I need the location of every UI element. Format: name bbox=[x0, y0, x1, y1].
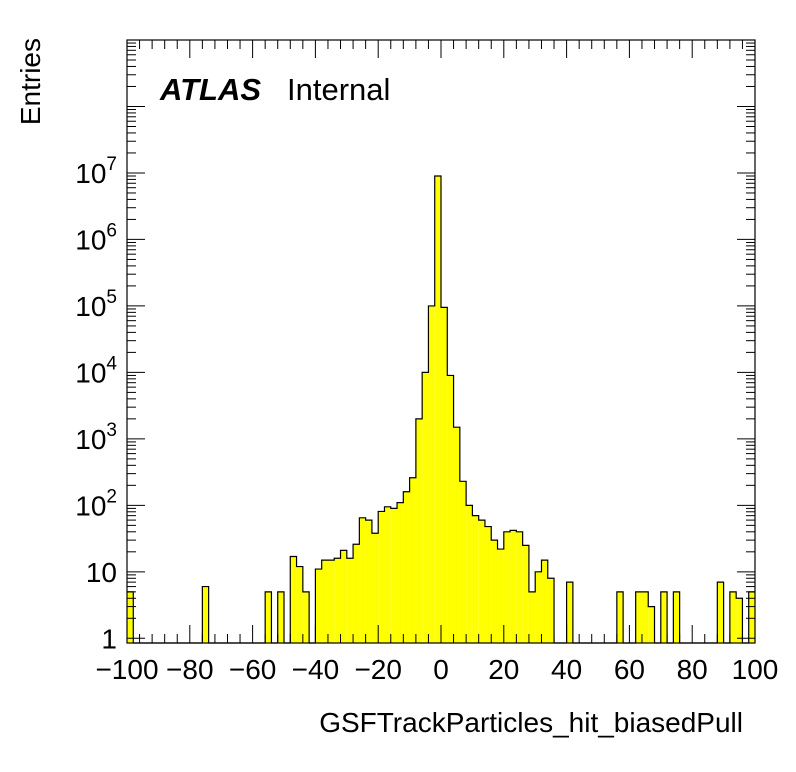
histogram-bar bbox=[384, 506, 391, 643]
histogram-bar bbox=[422, 372, 429, 643]
histogram-bar bbox=[127, 591, 134, 643]
histogram-bar bbox=[491, 540, 498, 643]
histogram-bar bbox=[522, 545, 529, 643]
histogram-bar bbox=[265, 591, 272, 643]
histogram-bar bbox=[428, 305, 435, 643]
histogram-bar bbox=[315, 569, 322, 643]
x-tick-label: 0 bbox=[433, 654, 449, 685]
y-tick-label: 107 bbox=[75, 154, 117, 189]
histogram-bar bbox=[616, 591, 624, 643]
histogram-bar bbox=[346, 558, 354, 643]
histogram-bar bbox=[673, 591, 680, 643]
histogram-outline bbox=[127, 175, 755, 644]
histogram-bar bbox=[736, 598, 743, 643]
histogram-bar bbox=[371, 533, 379, 643]
x-tick-label: 80 bbox=[677, 654, 708, 685]
histogram-bar bbox=[472, 515, 479, 643]
histogram-bar bbox=[340, 550, 347, 643]
histogram-bar bbox=[717, 582, 724, 643]
x-tick-label: −80 bbox=[166, 654, 214, 685]
histogram-bar bbox=[447, 375, 454, 643]
y-tick-label: 104 bbox=[75, 353, 117, 388]
x-tick-label: −40 bbox=[292, 654, 340, 685]
histogram-bar bbox=[296, 566, 303, 643]
histogram-bar bbox=[566, 582, 573, 643]
histogram-bar bbox=[378, 511, 385, 643]
histogram-bar bbox=[748, 591, 755, 643]
histogram-bar bbox=[535, 571, 542, 643]
histogram-bar bbox=[321, 560, 328, 643]
histogram-bar bbox=[353, 544, 360, 643]
histogram-bar bbox=[478, 520, 485, 643]
histogram-bar bbox=[409, 477, 416, 643]
x-tick-label: 20 bbox=[488, 654, 519, 685]
y-tick-label: 1 bbox=[101, 623, 117, 654]
histogram-bar bbox=[635, 591, 642, 643]
histogram-bar bbox=[397, 502, 404, 643]
histogram-bar bbox=[202, 586, 209, 643]
histogram-bar bbox=[453, 427, 460, 643]
histogram-bar bbox=[541, 560, 548, 643]
histogram-bar bbox=[290, 556, 297, 643]
histogram-bar bbox=[403, 491, 410, 643]
histogram-step-line bbox=[127, 175, 755, 644]
y-tick-label: 106 bbox=[75, 220, 117, 255]
histogram-bar bbox=[503, 531, 511, 643]
x-tick-label: 60 bbox=[614, 654, 645, 685]
y-tick-label: 102 bbox=[75, 486, 117, 521]
histogram-bar bbox=[516, 531, 523, 643]
y-tick-label: 105 bbox=[75, 287, 117, 322]
x-tick-label: −100 bbox=[95, 654, 158, 685]
x-axis-label: GSFTrackParticles_hit_biasedPull bbox=[319, 707, 743, 738]
histogram-bar bbox=[510, 530, 517, 643]
histogram-bar bbox=[390, 508, 398, 643]
histogram-bar bbox=[277, 591, 284, 643]
axis-ticks bbox=[126, 40, 756, 643]
histogram-bar bbox=[327, 560, 335, 643]
histogram-bar bbox=[365, 520, 372, 643]
histogram-bar bbox=[547, 578, 555, 643]
y-tick-label: 10 bbox=[86, 557, 117, 588]
x-tick-label: 100 bbox=[732, 654, 779, 685]
y-axis-label: Entries bbox=[15, 38, 46, 125]
x-tick-label: −60 bbox=[229, 654, 277, 685]
x-tick-label: 40 bbox=[551, 654, 582, 685]
histogram-bar bbox=[434, 175, 441, 643]
histogram-bar bbox=[441, 307, 448, 643]
histogram-bar bbox=[528, 591, 536, 643]
histogram-bar bbox=[334, 558, 341, 643]
x-tick-label: −20 bbox=[354, 654, 402, 685]
histogram-bar bbox=[415, 418, 423, 643]
x-tick-labels: −100 −80 −60 −40 −20 0 20 40 60 80 100 bbox=[95, 654, 778, 685]
histogram-bar bbox=[660, 591, 668, 643]
histogram-bar bbox=[302, 591, 310, 643]
y-tick-label: 103 bbox=[75, 420, 117, 455]
histogram-bar bbox=[459, 481, 467, 643]
histogram-bar bbox=[729, 591, 737, 643]
histogram-bar bbox=[648, 606, 655, 643]
histogram-bar bbox=[497, 549, 504, 643]
histogram-bar bbox=[359, 517, 366, 643]
internal-label: Internal bbox=[287, 72, 390, 107]
atlas-label: ATLAS bbox=[159, 72, 261, 107]
histogram-bars bbox=[127, 175, 755, 643]
histogram-bar bbox=[484, 526, 492, 643]
y-tick-labels: 1 10 102 103 104 105 106 107 bbox=[75, 154, 117, 654]
histogram-bar bbox=[641, 591, 649, 643]
histogram-bar bbox=[466, 505, 473, 643]
